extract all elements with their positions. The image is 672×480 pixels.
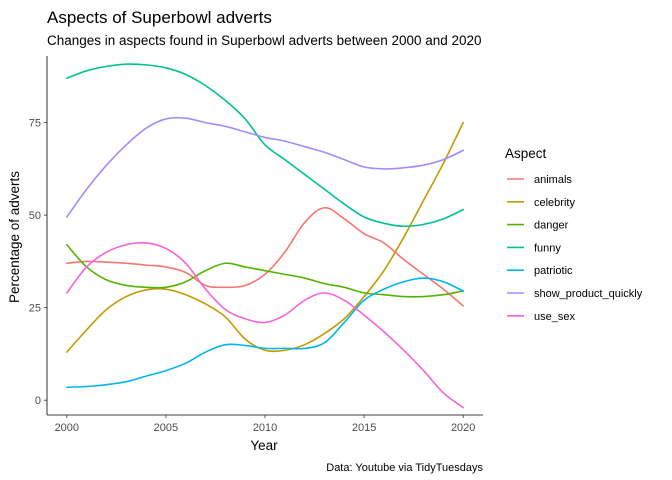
legend-label-patriotic: patriotic (534, 265, 573, 277)
legend-label-funny: funny (534, 242, 561, 254)
series-lines (66, 63, 464, 409)
x-axis-title: Year (250, 438, 278, 453)
caption: Data: Youtube via TidyTuesdays (326, 462, 483, 474)
chart-title: Aspects of Superbowl adverts (47, 8, 272, 27)
legend-label-show_product_quickly: show_product_quickly (534, 288, 643, 300)
y-tick-label: 25 (29, 303, 41, 315)
x-tick-label: 2005 (154, 422, 178, 434)
legend: Aspect animals celebrity danger funny patrio… (505, 146, 643, 323)
legend-label-danger: danger (534, 220, 569, 232)
legend-label-celebrity: celebrity (534, 197, 575, 209)
x-tick-label: 2000 (55, 422, 79, 434)
x-tick-label: 2010 (253, 422, 277, 434)
x-axis-ticks: 2000 2005 2010 2015 2020 (55, 415, 475, 434)
series-line-animals (66, 206, 464, 307)
legend-label-animals: animals (534, 174, 572, 186)
y-tick-label: 50 (29, 210, 41, 222)
y-axis-ticks: 0 25 50 75 (29, 118, 47, 407)
series-line-funny (66, 63, 464, 228)
legend-title: Aspect (505, 146, 547, 161)
chart-subtitle: Changes in aspects found in Superbowl ad… (47, 33, 482, 48)
legend-label-use_sex: use_sex (534, 311, 575, 323)
y-axis-title: Percentage of adverts (7, 171, 22, 303)
y-tick-label: 0 (35, 395, 41, 407)
y-tick-label: 75 (29, 118, 41, 130)
x-tick-label: 2020 (451, 422, 475, 434)
legend-items: animals celebrity danger funny patriotic show… (507, 174, 643, 323)
series-line-show_product_quickly (66, 116, 464, 218)
series-line-patriotic (66, 277, 464, 389)
series-line-use_sex (66, 241, 464, 409)
x-tick-label: 2015 (352, 422, 376, 434)
series-line-celebrity (66, 121, 464, 353)
series-line-danger (66, 243, 464, 298)
